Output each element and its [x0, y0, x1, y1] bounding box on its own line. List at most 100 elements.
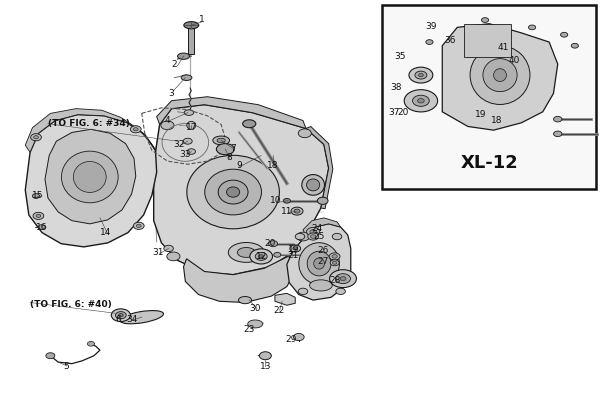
Ellipse shape [161, 121, 174, 130]
Text: 20: 20 [265, 239, 276, 248]
Ellipse shape [415, 71, 427, 79]
Ellipse shape [250, 249, 272, 264]
Text: 30: 30 [250, 304, 261, 312]
Text: 15: 15 [31, 191, 43, 200]
Text: 41: 41 [497, 42, 509, 52]
Ellipse shape [167, 252, 180, 261]
Text: 13: 13 [260, 362, 271, 370]
Text: 3: 3 [169, 89, 175, 98]
Text: 14: 14 [100, 228, 112, 237]
Bar [382, 5, 596, 189]
Ellipse shape [259, 255, 263, 258]
Text: 28: 28 [329, 276, 340, 285]
Text: 4: 4 [164, 116, 170, 125]
Ellipse shape [298, 288, 308, 294]
Ellipse shape [120, 310, 163, 324]
Text: (TO FIG. 6: #34): (TO FIG. 6: #34) [48, 119, 130, 128]
Text: 9: 9 [236, 161, 242, 170]
Text: 33: 33 [179, 150, 191, 159]
Polygon shape [25, 114, 157, 247]
Ellipse shape [554, 131, 562, 137]
Ellipse shape [259, 352, 271, 360]
Ellipse shape [413, 95, 429, 106]
Text: 5: 5 [63, 362, 69, 370]
Text: 21: 21 [287, 251, 299, 260]
Text: 36: 36 [445, 36, 456, 45]
Ellipse shape [248, 320, 263, 328]
Ellipse shape [418, 98, 424, 103]
Ellipse shape [332, 261, 337, 264]
Polygon shape [303, 218, 341, 236]
Text: 34: 34 [126, 316, 137, 324]
Text: 23: 23 [244, 324, 255, 334]
Ellipse shape [217, 138, 226, 143]
Ellipse shape [307, 179, 320, 191]
Text: 27: 27 [317, 257, 328, 266]
Text: 7: 7 [230, 144, 236, 153]
Text: 35: 35 [395, 52, 406, 61]
Text: 16: 16 [36, 222, 48, 232]
Text: 18: 18 [491, 116, 503, 125]
Polygon shape [275, 293, 295, 305]
Text: (TO FIG. 6: #40): (TO FIG. 6: #40) [30, 300, 112, 308]
Text: 40: 40 [508, 56, 520, 65]
Ellipse shape [217, 144, 235, 155]
Ellipse shape [133, 128, 138, 131]
Polygon shape [442, 24, 558, 130]
Ellipse shape [32, 194, 40, 198]
Ellipse shape [494, 69, 506, 82]
Ellipse shape [130, 126, 141, 133]
Ellipse shape [299, 243, 340, 284]
Text: 31: 31 [152, 248, 164, 257]
Polygon shape [287, 224, 351, 300]
Ellipse shape [31, 134, 41, 141]
Text: 32: 32 [173, 140, 185, 149]
Ellipse shape [483, 58, 517, 92]
Ellipse shape [307, 251, 331, 276]
Polygon shape [157, 97, 306, 128]
Text: 6: 6 [115, 316, 121, 324]
Ellipse shape [307, 228, 320, 236]
Ellipse shape [291, 207, 303, 215]
Ellipse shape [290, 245, 301, 252]
Text: 25: 25 [313, 232, 325, 241]
Polygon shape [154, 105, 329, 275]
Text: 12: 12 [256, 252, 267, 261]
Polygon shape [45, 129, 136, 224]
Ellipse shape [340, 277, 346, 281]
Ellipse shape [33, 212, 44, 220]
Ellipse shape [133, 222, 144, 229]
Ellipse shape [178, 53, 190, 59]
Ellipse shape [187, 155, 280, 229]
Ellipse shape [295, 233, 305, 240]
Ellipse shape [336, 288, 346, 294]
Ellipse shape [218, 180, 248, 204]
Ellipse shape [213, 136, 230, 145]
Ellipse shape [237, 248, 255, 257]
Ellipse shape [317, 197, 328, 204]
Ellipse shape [36, 214, 41, 218]
Ellipse shape [293, 247, 298, 250]
Text: 39: 39 [425, 22, 437, 30]
Ellipse shape [329, 253, 340, 260]
Bar [464, 24, 511, 57]
Ellipse shape [73, 162, 106, 192]
Ellipse shape [571, 43, 578, 48]
Ellipse shape [314, 258, 325, 269]
Ellipse shape [481, 18, 488, 22]
Ellipse shape [183, 138, 192, 144]
Text: 26: 26 [317, 246, 328, 255]
Ellipse shape [46, 353, 55, 359]
Ellipse shape [404, 90, 437, 112]
Ellipse shape [164, 245, 173, 252]
Ellipse shape [274, 252, 281, 257]
Ellipse shape [419, 74, 423, 77]
Polygon shape [306, 126, 333, 209]
Text: 18: 18 [268, 160, 279, 170]
Ellipse shape [187, 121, 196, 129]
Ellipse shape [310, 280, 332, 291]
Ellipse shape [205, 169, 262, 215]
Ellipse shape [88, 342, 95, 346]
Ellipse shape [238, 296, 251, 304]
Ellipse shape [255, 252, 267, 260]
